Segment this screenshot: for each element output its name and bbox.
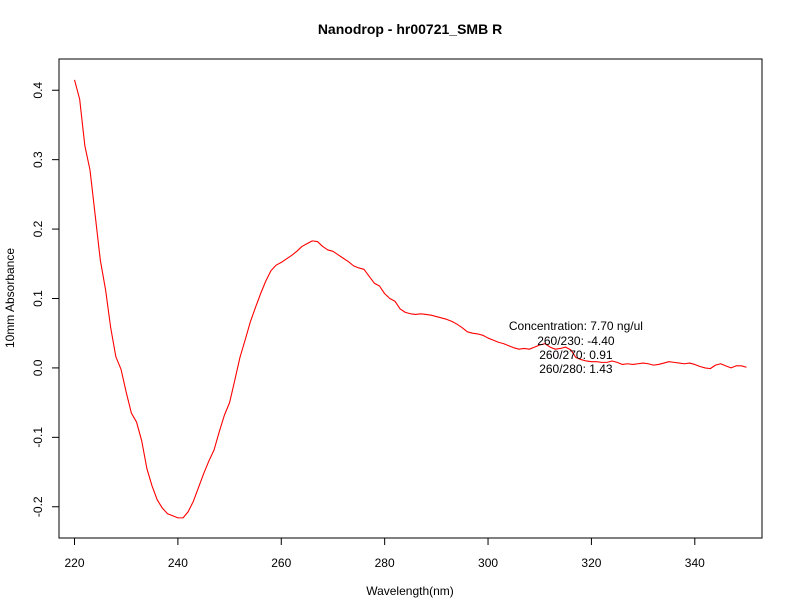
annotation-line: 260/280: 1.43: [539, 362, 613, 376]
series-layer: [73, 79, 747, 519]
annotation-line: 260/270: 0.91: [539, 348, 613, 362]
y-tick-label: 0.4: [31, 82, 45, 99]
y-tick-label: 0.2: [31, 220, 45, 237]
y-tick-label: -0.2: [31, 496, 45, 517]
chart-title: Nanodrop - hr00721_SMB R: [318, 21, 502, 37]
x-tick-label: 280: [375, 556, 395, 570]
x-axis: 220 240 260 280 300 320 340: [64, 537, 705, 570]
y-tick-label: 0.1: [31, 290, 45, 307]
y-tick-label: 0.0: [31, 359, 45, 376]
x-tick-label: 240: [168, 556, 188, 570]
y-axis: -0.2 -0.1 0.0 0.1 0.2 0.3 0.4: [31, 82, 60, 517]
x-tick-label: 220: [64, 556, 84, 570]
absorbance-line: [73, 79, 747, 519]
y-tick-label: 0.3: [31, 151, 45, 168]
annotation-line: Concentration: 7.70 ng/ul: [509, 319, 643, 333]
x-tick-label: 260: [271, 556, 291, 570]
y-axis-label: 10mm Absorbance: [3, 248, 17, 348]
annotation-line: 260/230: -4.40: [537, 334, 615, 348]
plot-frame: [58, 58, 763, 539]
x-tick-label: 340: [685, 556, 705, 570]
x-axis-label: Wavelength(nm): [366, 584, 454, 598]
x-tick-label: 320: [581, 556, 601, 570]
x-tick-label: 300: [478, 556, 498, 570]
y-tick-label: -0.1: [31, 427, 45, 448]
